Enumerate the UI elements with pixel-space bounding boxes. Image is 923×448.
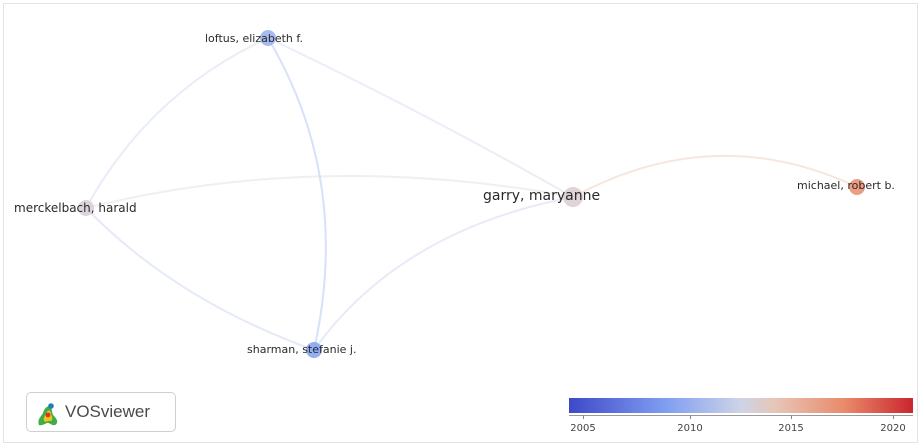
node-michael[interactable] (849, 179, 865, 195)
node-label-sharman[interactable]: sharman, stefanie j. (247, 343, 357, 356)
year-color-scale: 2005 2010 2015 2020 (566, 396, 915, 440)
link-merckelbach-garry (85, 174, 574, 209)
node-label-garry[interactable]: garry, maryanne (483, 188, 601, 204)
node-sharman[interactable] (306, 342, 322, 358)
scale-tick-label: 2005 (570, 423, 596, 434)
scale-tick (893, 415, 894, 419)
link-garry-michael (572, 154, 858, 198)
scale-tick-label: 2010 (677, 423, 703, 434)
scale-tick-label: 2020 (880, 423, 906, 434)
link-merckelbach-sharman (85, 207, 315, 351)
link-loftus-sharman (267, 37, 327, 351)
scale-tick-label: 2015 (778, 423, 804, 434)
scale-tick (791, 415, 792, 419)
visualization-frame (3, 3, 918, 443)
link-loftus-merckelbach (85, 37, 269, 209)
node-merckelbach[interactable] (78, 200, 94, 216)
link-sharman-garry (313, 196, 574, 351)
node-label-michael[interactable]: michael, robert b. (797, 179, 895, 192)
vosviewer-logo: VOSviewer (26, 392, 176, 432)
link-loftus-garry (267, 37, 574, 198)
scale-tick (583, 415, 584, 419)
color-gradient-bar (569, 398, 913, 413)
logo-text: VOSviewer (65, 402, 151, 421)
node-label-merckelbach[interactable]: merckelbach, harald (14, 201, 137, 215)
node-label-loftus[interactable]: loftus, elizabeth f. (205, 32, 303, 45)
scale-axis (569, 415, 913, 416)
scale-tick (690, 415, 691, 419)
vosviewer-logo-icon (38, 403, 58, 426)
node-loftus[interactable] (260, 30, 276, 46)
node-garry[interactable] (563, 187, 583, 207)
